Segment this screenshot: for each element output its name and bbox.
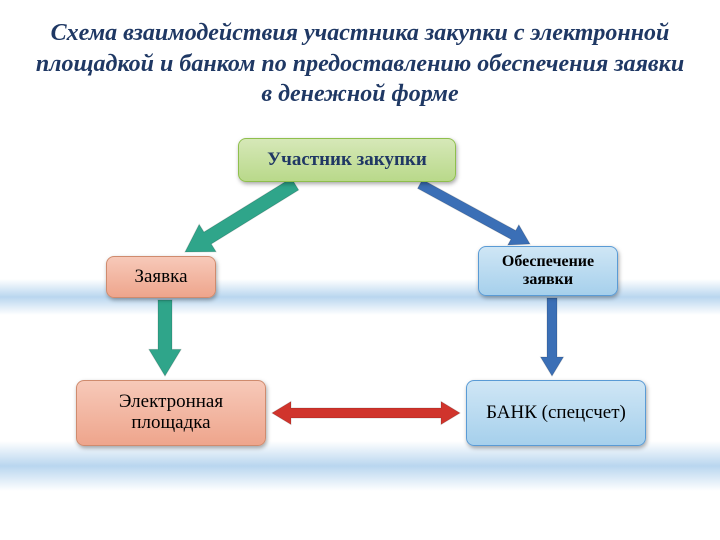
node-bank: БАНК (спецсчет) [466,380,646,446]
node-participant: Участник закупки [238,138,456,182]
background-band-1 [0,441,720,491]
arrow-platform-to-bank [272,402,460,425]
node-platform: Электронная площадка [76,380,266,446]
node-security: Обеспечение заявки [478,246,618,296]
arrow-participant-to-application [185,178,299,252]
node-platform-label: Электронная площадка [83,392,259,434]
node-application-label: Заявка [134,267,187,288]
node-application: Заявка [106,256,216,298]
node-security-label: Обеспечение заявки [485,253,611,288]
arrow-participant-to-security [418,180,530,245]
page-title: Схема взаимодействия участника закупки с… [0,18,720,110]
node-participant-label: Участник закупки [267,150,427,171]
node-bank-label: БАНК (спецсчет) [486,403,626,424]
